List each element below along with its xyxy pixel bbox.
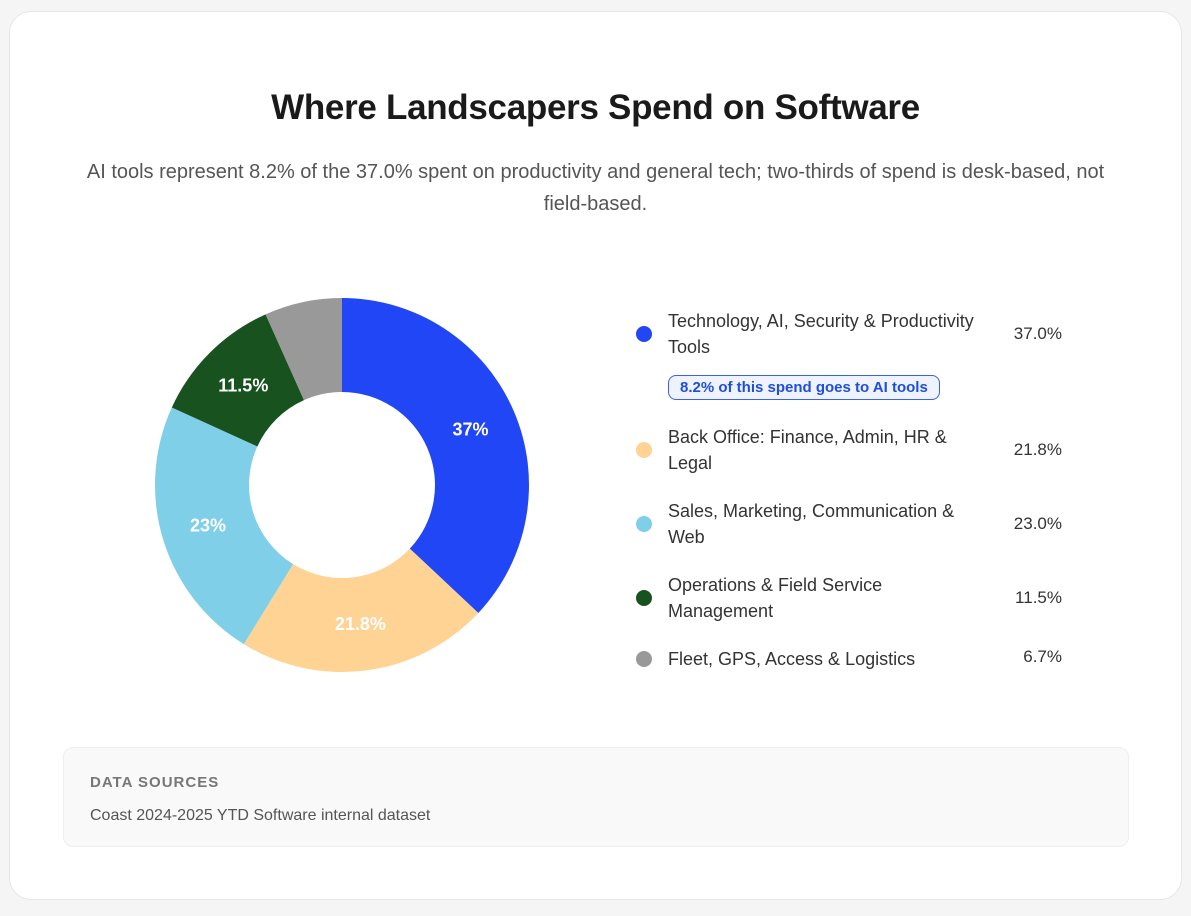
slice-label-sales: 23%	[190, 516, 226, 536]
legend-label: Fleet, GPS, Access & Logistics	[668, 649, 916, 669]
slice-label-operations: 11.5%	[218, 376, 268, 396]
legend-swatch	[636, 442, 652, 458]
donut-slice-back-office	[243, 548, 479, 672]
donut-slice-sales	[155, 407, 294, 645]
legend-label: Technology, AI, Security & Productivity …	[668, 311, 974, 357]
legend-label: Back Office: Finance, Admin, HR & Legal	[668, 427, 947, 473]
donut-chart: 37% 21.8% 23% 11.5%	[155, 298, 529, 672]
legend-value: 11.5%	[1015, 588, 1062, 607]
chart-subtitle: AI tools represent 8.2% of the 37.0% spe…	[86, 161, 1105, 215]
donut-slice-technology	[342, 298, 529, 614]
legend-value: 21.8%	[1013, 440, 1062, 459]
slice-label-back-office: 21.8%	[335, 614, 386, 634]
donut-slice-fleet	[265, 298, 342, 401]
legend-label: Sales, Marketing, Communication & Web	[668, 501, 955, 547]
legend-value: 23.0%	[1013, 514, 1062, 533]
legend-swatch	[636, 651, 652, 667]
legend-swatch	[636, 590, 652, 606]
legend-value: 37.0%	[1013, 324, 1062, 343]
slice-label-technology: 37%	[452, 419, 488, 439]
ai-tools-badge: 8.2% of this spend goes to AI tools	[668, 375, 940, 400]
legend-swatch	[636, 516, 652, 532]
data-sources-title: DATA SOURCES	[90, 774, 220, 791]
donut-slice-operations	[171, 314, 304, 447]
chart-title: Where Landscapers Spend on Software	[271, 88, 920, 127]
legend-label: Operations & Field Service Management	[668, 575, 883, 621]
legend-swatch	[636, 326, 652, 342]
data-sources-panel: DATA SOURCES Coast 2024-2025 YTD Softwar…	[63, 747, 1129, 847]
legend-value: 6.7%	[1023, 647, 1062, 666]
data-sources-text: Coast 2024-2025 YTD Software internal da…	[90, 807, 431, 824]
